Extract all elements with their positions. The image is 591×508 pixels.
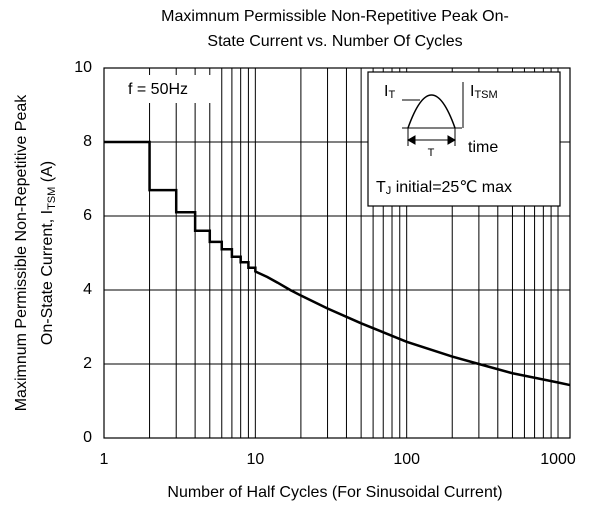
tj-label: TJ initial=25℃ max — [376, 179, 512, 197]
period-label: T — [428, 147, 435, 159]
x-tick-label: 1000 — [540, 451, 576, 468]
y-axis-label-line: On-State Current, ITSM (A) — [39, 161, 58, 345]
time-label: time — [468, 139, 498, 156]
y-axis-label: Maximnum Permissible Non-Repetitive Peak… — [13, 94, 58, 412]
x-tick-label: 1 — [100, 451, 109, 468]
annotations: f = 50Hz IT ITSM T time TJ initial=25℃ m… — [120, 71, 561, 207]
frequency-box — [120, 75, 212, 103]
itsm-sub: TSM — [474, 89, 497, 101]
y-tick-label: 4 — [83, 281, 92, 298]
y-label-text: (A) — [39, 161, 56, 187]
it-main: I — [384, 83, 388, 100]
x-tick-label: 100 — [393, 451, 420, 468]
tj-sub: J — [386, 185, 392, 197]
itsm-main: I — [470, 83, 474, 100]
plot-area: 1 10 100 1000 0 2 4 6 8 10 — [74, 59, 576, 468]
y-tick-label: 8 — [83, 133, 92, 150]
x-tick-label: 10 — [246, 451, 264, 468]
period-arrow — [406, 135, 457, 145]
y-label-text: On-State Current, I — [39, 210, 56, 345]
x-axis-label: Number of Half Cycles (For Sinusoidal Cu… — [167, 484, 502, 501]
tj-main: T — [376, 179, 386, 196]
y-tick-label: 10 — [74, 59, 92, 76]
y-axis-label-line: Maximnum Permissible Non-Repetitive Peak — [13, 94, 30, 412]
y-tick-label: 6 — [83, 207, 92, 224]
chart-title: State Current vs. Number Of Cycles — [207, 33, 462, 50]
chart-title: Maximnum Permissible Non-Repetitive Peak… — [161, 8, 509, 25]
it-label: IT — [384, 83, 395, 101]
waveform — [407, 94, 456, 129]
tj-text: initial=25℃ max — [391, 179, 512, 196]
itsm-label: ITSM — [470, 83, 498, 101]
y-label-subscript: TSM — [46, 187, 58, 210]
data-line — [104, 140, 571, 387]
y-tick-label: 0 — [83, 429, 92, 446]
y-tick-label: 2 — [83, 355, 92, 372]
it-sub: T — [388, 89, 395, 101]
inset-box — [367, 71, 561, 207]
frequency-note: f = 50Hz — [128, 81, 188, 98]
plot-frame — [103, 67, 571, 439]
